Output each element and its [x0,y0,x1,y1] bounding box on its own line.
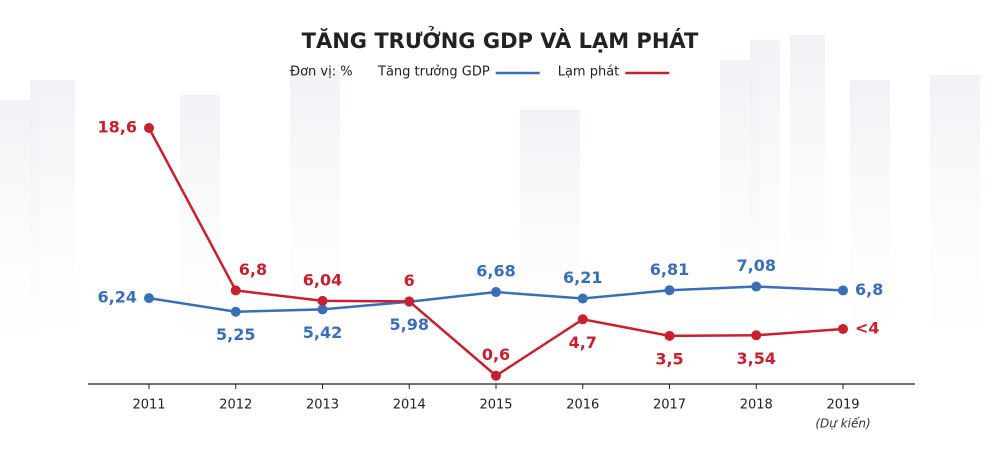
value-label: <4 [855,318,880,337]
value-label: 5,42 [303,323,342,342]
value-label: 4,7 [569,333,597,352]
skyline [0,35,980,380]
x-tick-label: 2018 [740,398,773,413]
data-point [664,330,675,341]
data-point [491,370,501,381]
value-label: 6,68 [476,262,515,281]
value-label: 6 [404,271,415,290]
chart-title: TĂNG TRƯỞNG GDP VÀ LẠM PHÁT [302,26,699,53]
value-label: 18,6 [98,118,137,137]
x-tick-label: 2019 [826,398,859,413]
data-point [751,281,762,292]
value-label: 6,04 [303,270,342,289]
value-label: 6,24 [98,288,137,307]
value-label: 6,8 [855,280,883,299]
data-point [577,314,588,325]
x-tick-label: 2014 [393,398,426,413]
x-tick-label: 2017 [653,398,686,413]
value-label: 6,8 [239,260,267,279]
data-point [317,295,328,306]
data-point [144,293,154,304]
value-label: 5,98 [390,315,429,334]
x-tick-label: 2013 [306,398,339,413]
x-tick-label: 2012 [219,398,252,413]
data-point [404,296,415,307]
legend-label: Tăng trưởng GDP [377,65,490,80]
value-label: 6,21 [563,268,602,287]
x-tick-label: 2016 [566,398,599,413]
data-point [751,330,762,341]
data-point [230,306,241,317]
data-point [317,304,328,315]
data-point [838,323,848,334]
x-tick-label: 2011 [132,398,165,413]
unit-label: Đơn vị: % [290,65,353,80]
data-point [144,123,154,133]
value-label: 6,81 [650,260,689,279]
data-point [838,285,848,296]
data-point [491,287,501,298]
category-note: (Dự kiến) [815,417,870,431]
value-label: 3,54 [737,349,776,368]
data-point [664,285,675,296]
value-label: 3,5 [655,349,683,368]
value-label: 0,6 [482,345,510,364]
legend-label: Lạm phát [558,65,620,80]
data-point [230,285,241,296]
value-label: 5,25 [216,325,255,344]
data-point [577,293,588,304]
x-tick-label: 2015 [479,398,512,413]
value-label: 7,08 [737,256,776,275]
